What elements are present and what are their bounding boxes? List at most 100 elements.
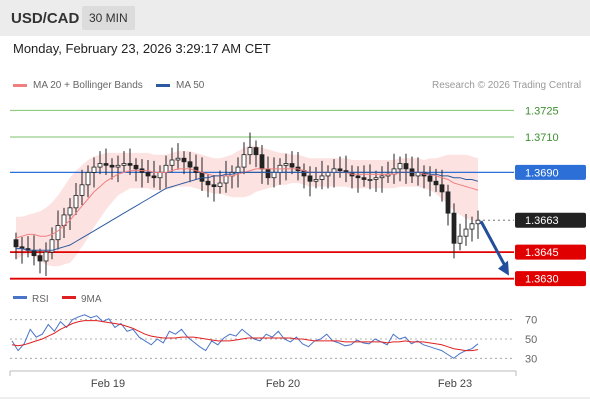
level-tag-3 [515, 212, 586, 228]
candle-body [427, 175, 433, 182]
candle-body [163, 164, 169, 173]
candle-body [175, 157, 181, 161]
ma50-swatch [156, 83, 170, 87]
candle-body [361, 177, 367, 180]
rsi-line [11, 314, 479, 359]
candle-body [157, 171, 163, 179]
candle-body [379, 175, 385, 179]
candle-body [325, 171, 331, 177]
candle-body [49, 239, 55, 253]
candle-body [265, 168, 271, 179]
rsi-swatch [13, 296, 27, 299]
rsi-legend-label: RSI [32, 294, 49, 305]
candle-body [469, 223, 475, 230]
candle-body [85, 171, 91, 186]
level-label-4: 1.3645 [525, 247, 559, 259]
x-tick-label-1: Feb 20 [266, 378, 300, 390]
candle-body [247, 147, 253, 156]
datetime-label: Monday, February 23, 2026 3:29:17 AM CET [13, 41, 271, 56]
candle-body [217, 182, 223, 187]
rsi-level-label-0: 70 [525, 315, 537, 327]
x-tick-label-2: Feb 23 [438, 378, 472, 390]
candle-body [433, 180, 439, 186]
candle-body [373, 177, 379, 180]
candle-body [91, 166, 97, 173]
candle-body [319, 175, 325, 180]
candle-body [403, 163, 409, 170]
candle-body [451, 212, 457, 244]
level-label-5: 1.3630 [525, 274, 559, 286]
candle-body [115, 164, 121, 168]
credit-text: Research © 2026 Trading Central [432, 80, 582, 91]
candle-body [241, 154, 247, 168]
candle-body [151, 175, 157, 179]
candle-body [439, 184, 445, 193]
candle-body [97, 163, 103, 168]
header-bar: USD/CAD 30 MIN [0, 0, 590, 36]
bollinger-band [16, 145, 478, 267]
candle-body [103, 163, 109, 166]
candle-body [397, 163, 403, 170]
candle-body [133, 164, 139, 170]
candle-body [79, 184, 85, 196]
legend-ma50-label: MA 50 [176, 80, 205, 91]
candle-body [223, 175, 229, 184]
candle-body [289, 163, 295, 168]
ma20-swatch [13, 83, 27, 87]
forecast-arrow-shaft [479, 220, 508, 269]
rsi-level-label-2: 30 [525, 353, 537, 365]
candle-body [235, 166, 241, 173]
rsi-level-label-1: 50 [525, 334, 537, 346]
rsi-ma-legend-label: 9MA [81, 294, 102, 305]
legend-ma20-label: MA 20 + Bollinger Bands [33, 80, 143, 91]
candle-body [313, 179, 319, 182]
candle-body [205, 180, 211, 186]
level-label-3: 1.3663 [525, 215, 559, 227]
candle-body [475, 219, 481, 225]
candle-body [211, 184, 217, 187]
candle-body [109, 164, 115, 168]
candle-body [307, 175, 313, 182]
candle-body [331, 168, 337, 173]
candle-body [283, 163, 289, 166]
candle-body [43, 251, 49, 262]
candle-body [169, 159, 175, 166]
level-label-1: 1.3710 [525, 132, 559, 144]
candle-body [181, 157, 187, 163]
x-tick-label-0: Feb 19 [91, 378, 125, 390]
timeframe-button[interactable]: 30 MIN [82, 6, 135, 30]
candle-body [199, 171, 205, 182]
candle-body [127, 163, 133, 166]
level-tag-2 [515, 164, 586, 180]
candle-body [457, 235, 463, 244]
candle-body [445, 191, 451, 214]
candle-body [73, 195, 79, 209]
level-label-0: 1.3725 [525, 105, 559, 117]
level-label-2: 1.3690 [525, 167, 559, 179]
candle-body [367, 179, 373, 181]
legend-ma50: MA 50 [156, 80, 204, 91]
candle-body [55, 225, 61, 241]
candle-body [37, 255, 43, 262]
forecast-arrow-head [498, 260, 509, 276]
candle-body [463, 228, 469, 237]
level-tag-5 [515, 271, 586, 287]
candle-body [145, 171, 151, 177]
candle-body [253, 147, 259, 156]
candle-body [31, 249, 37, 257]
candle-body [13, 239, 19, 248]
level-tag-4 [515, 244, 586, 260]
candle-body [259, 154, 265, 170]
candle-body [355, 175, 361, 179]
candle-body [271, 171, 277, 179]
symbol-title: USD/CAD [11, 10, 80, 27]
candle-body [121, 163, 127, 166]
ma50-line [16, 171, 479, 251]
candle-body [337, 168, 343, 172]
candle-body [67, 207, 73, 216]
legend-ma20: MA 20 + Bollinger Bands [13, 80, 143, 91]
candle-body [187, 161, 193, 168]
rsi-ma-swatch [62, 296, 76, 299]
rsi-ma-line [11, 320, 479, 352]
